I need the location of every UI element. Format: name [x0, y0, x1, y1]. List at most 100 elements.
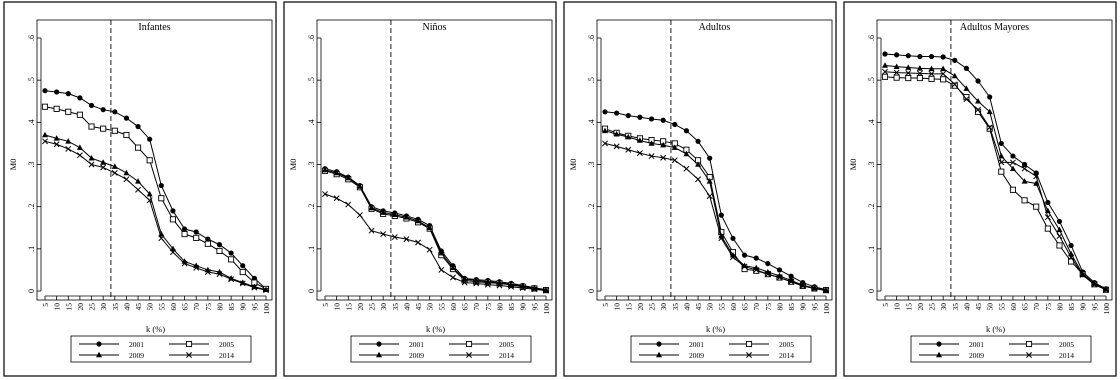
marker-square	[185, 340, 193, 348]
x-tick-label: 95	[250, 303, 259, 311]
marker-triangle	[111, 163, 118, 169]
series-2014	[882, 68, 1109, 293]
chart-title: Infantes	[138, 22, 170, 33]
marker-triangle	[963, 85, 970, 91]
marker-x	[1056, 233, 1063, 240]
series-2014	[602, 140, 829, 294]
marker-x	[746, 352, 752, 358]
marker-square	[998, 168, 1005, 175]
x-tick-label: 35	[391, 303, 400, 311]
marker-square	[53, 105, 60, 112]
x-tick-label: 65	[741, 303, 750, 311]
marker-triangle	[123, 169, 130, 176]
marker-triangle	[426, 224, 433, 231]
x-axis-title: k (%)	[986, 324, 1005, 334]
marker-x	[963, 96, 970, 103]
chart-panel-ni-os: Niños 0 .1 .2 .3 .4 .5 .6 M0 5 10 15 20 25 30 35 40 45 50 5…	[283, 1, 557, 377]
marker-x	[53, 141, 60, 148]
legend-label: 2009	[969, 351, 984, 360]
marker-triangle	[65, 138, 72, 144]
x-tick-label: 55	[997, 303, 1006, 311]
x-tick-label: 95	[1090, 303, 1099, 311]
y-tick-label: .5	[27, 77, 36, 83]
x-tick-label: 30	[659, 303, 668, 311]
x-tick-label: 80	[495, 303, 504, 311]
marker-x	[1033, 173, 1040, 180]
legend-item: 2001	[639, 340, 704, 349]
marker-x	[508, 283, 515, 290]
marker-x	[438, 266, 445, 273]
marker-x	[683, 165, 690, 172]
x-tick-label: 20	[76, 303, 85, 311]
x-tick-label: 5	[321, 303, 330, 307]
marker-x	[1044, 214, 1051, 221]
marker-circle	[88, 102, 95, 109]
marker-circle	[963, 65, 970, 71]
legend-item: 2009	[79, 351, 144, 360]
marker-square	[239, 268, 246, 276]
marker-triangle	[1021, 178, 1028, 184]
marker-x	[893, 69, 900, 76]
marker-circle	[672, 121, 678, 128]
marker-x	[216, 271, 223, 278]
marker-circle	[882, 51, 888, 57]
marker-triangle	[823, 286, 829, 293]
x-tick-label: 95	[810, 303, 819, 311]
y-tick-label: 0	[27, 289, 36, 293]
marker-triangle	[135, 178, 142, 184]
marker-circle	[776, 267, 783, 273]
x-tick-label: 60	[169, 303, 178, 311]
x-tick-label: 80	[1055, 303, 1064, 311]
marker-square	[76, 111, 83, 118]
legend-label: 2001	[409, 340, 424, 349]
marker-x	[473, 280, 480, 287]
y-tick-label: .6	[587, 35, 596, 41]
series-2005	[41, 103, 270, 292]
marker-triangle	[683, 150, 690, 157]
marker-triangle	[403, 214, 410, 220]
legend-label: 2014	[779, 351, 794, 360]
y-tick-label: .3	[587, 162, 596, 168]
marker-square	[193, 234, 200, 241]
marker-triangle	[648, 140, 655, 146]
marker-circle	[100, 107, 106, 113]
series-line-2014	[604, 142, 827, 292]
marker-triangle	[333, 169, 340, 176]
marker-triangle	[100, 159, 107, 165]
legend-box	[350, 335, 532, 363]
marker-triangle	[345, 174, 352, 181]
marker-circle	[637, 114, 643, 120]
legend-item: 2014	[729, 351, 794, 360]
x-tick-label: 20	[356, 303, 365, 311]
marker-triangle	[449, 264, 456, 271]
marker-x	[986, 124, 993, 131]
marker-circle	[376, 341, 382, 347]
marker-circle	[170, 208, 176, 214]
x-tick-label: 85	[1067, 303, 1076, 311]
marker-triangle	[916, 65, 923, 71]
marker-circle	[240, 263, 246, 269]
marker-triangle	[940, 65, 947, 72]
marker-x	[193, 264, 200, 271]
marker-circle	[181, 226, 188, 232]
y-tick-label: .5	[587, 77, 596, 83]
marker-triangle	[53, 135, 60, 141]
x-axis-title: k (%)	[146, 324, 165, 334]
x-tick-label: 75	[204, 303, 213, 311]
series-line-2009	[884, 64, 1107, 290]
marker-x	[123, 176, 130, 183]
x-tick-label: 20	[916, 303, 925, 311]
marker-x	[100, 164, 107, 171]
x-tick-label: 75	[1044, 303, 1053, 311]
marker-x	[905, 70, 912, 76]
marker-square	[951, 82, 958, 89]
marker-circle	[1045, 199, 1051, 206]
marker-x	[403, 236, 410, 243]
marker-triangle	[660, 141, 667, 148]
marker-x	[764, 271, 771, 278]
marker-circle	[788, 273, 794, 279]
marker-x	[1079, 272, 1086, 278]
marker-square	[916, 75, 923, 82]
marker-x	[811, 285, 818, 292]
marker-x	[706, 193, 713, 200]
